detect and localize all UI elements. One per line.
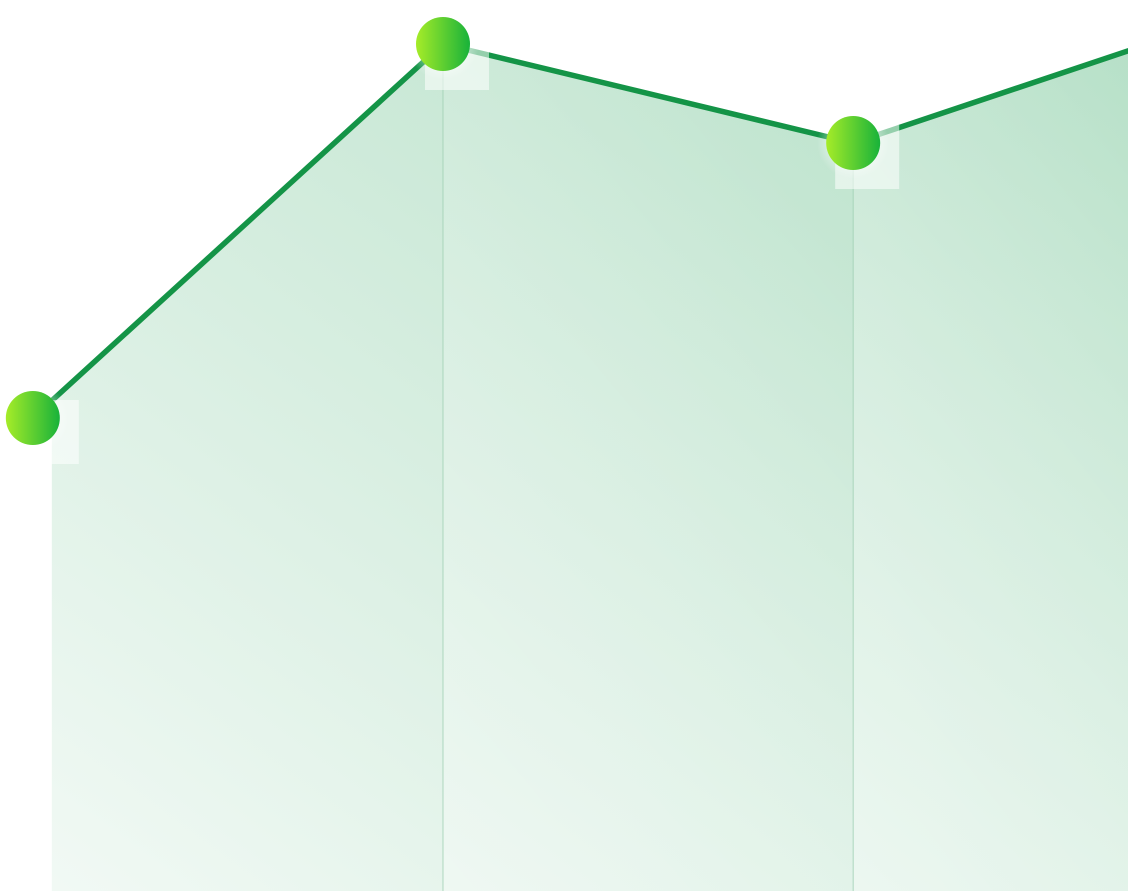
area-band: [853, 50, 1128, 891]
area-band: [442, 44, 854, 891]
line-layer: [30, 41, 1128, 421]
marker-layer: [0, 8, 900, 464]
data-point: [415, 17, 470, 71]
area-layer: [51, 44, 1128, 891]
data-point: [5, 391, 60, 445]
data-point: [826, 116, 881, 170]
divider-layer: [442, 44, 854, 891]
series-line: [30, 41, 1128, 421]
